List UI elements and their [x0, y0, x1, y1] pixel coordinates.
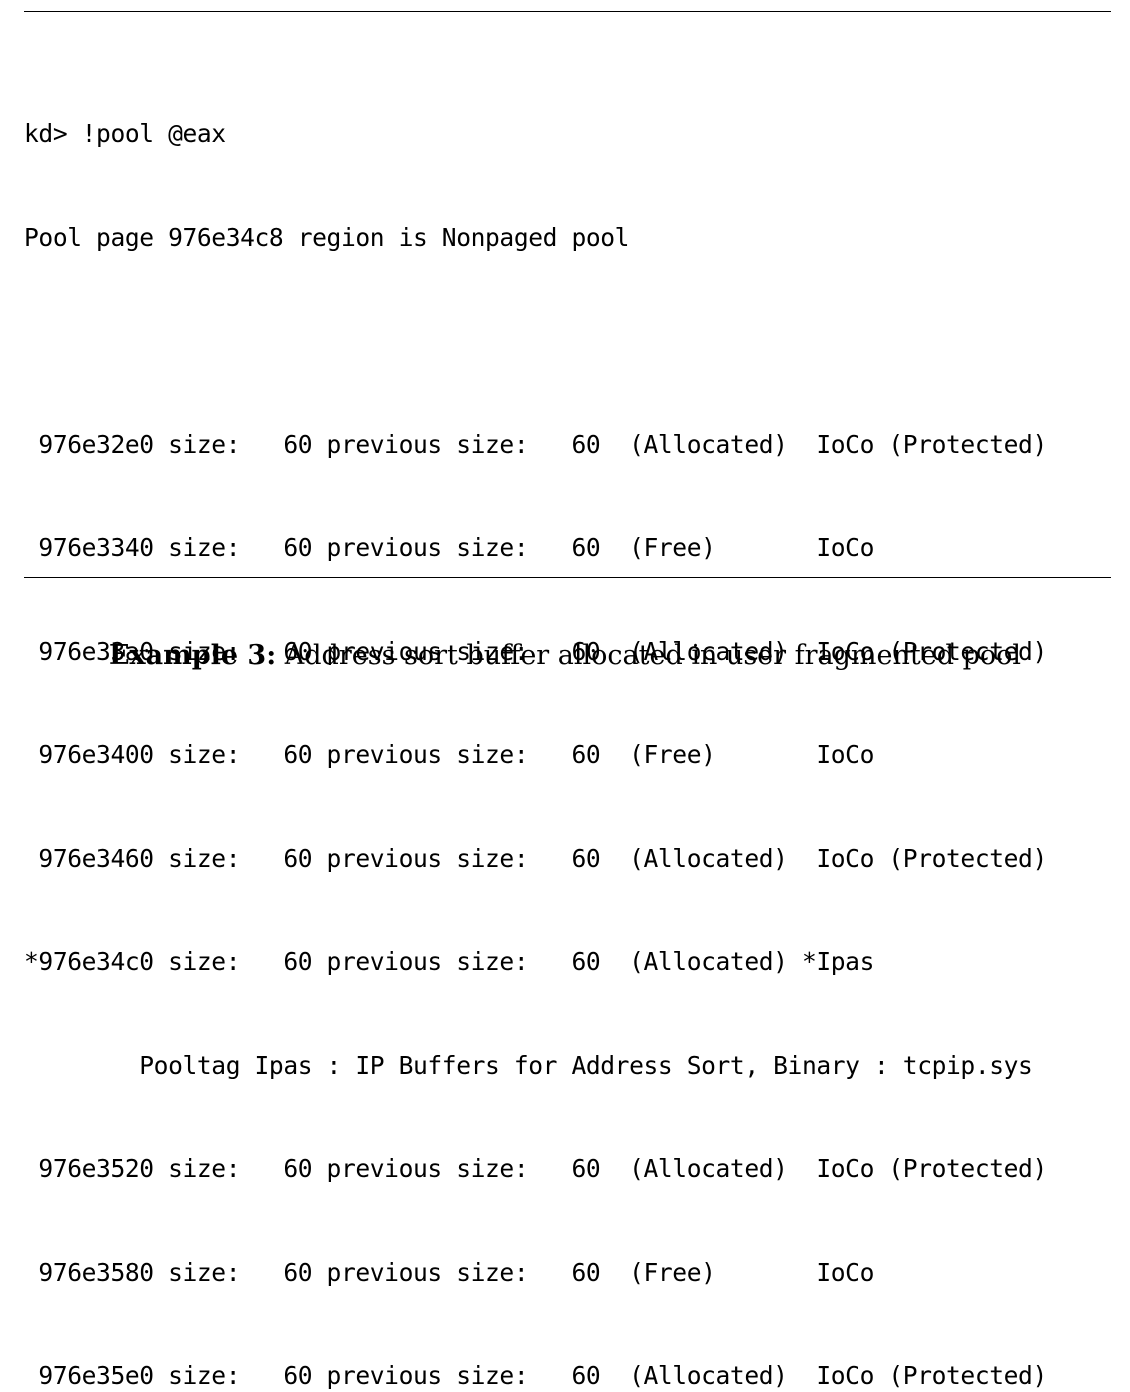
pool-entry-highlighted: *976e34c0 size: 60 previous size: 60 (Al… [24, 947, 874, 976]
pool-entry: 976e3460 size: 60 previous size: 60 (All… [24, 843, 1047, 873]
debugger-output-listing: kd> !pool @eax Pool page 976e34c8 region… [24, 48, 1047, 1392]
pool-entry: 976e3340 size: 60 previous size: 60 (Fre… [24, 533, 874, 562]
bottom-rule [24, 577, 1111, 578]
pool-entry: 976e3580 size: 60 previous size: 60 (Fre… [24, 1257, 874, 1287]
pool-page-header: Pool page 976e34c8 region is Nonpaged po… [24, 222, 630, 252]
blank-line [24, 324, 1047, 359]
pool-entry: 976e35e0 size: 60 previous size: 60 (All… [24, 1361, 1047, 1390]
pooltag-description: Pooltag Ipas : IP Buffers for Address So… [24, 1050, 1033, 1080]
pool-entry: 976e3400 size: 60 previous size: 60 (Fre… [24, 740, 874, 769]
example-caption: Example 3: Address sort buffer allocated… [0, 636, 1130, 676]
pool-entry: 976e33a0 size: 60 previous size: 60 (All… [24, 636, 1047, 666]
caption-text: Address sort buffer allocated in user fr… [276, 640, 1022, 671]
pool-entry: 976e32e0 size: 60 previous size: 60 (All… [24, 429, 1047, 459]
pool-entry: 976e3520 size: 60 previous size: 60 (All… [24, 1154, 1047, 1183]
caption-label: Example 3: [108, 640, 277, 671]
command-line: kd> !pool @eax [24, 119, 226, 148]
top-rule [24, 11, 1111, 12]
